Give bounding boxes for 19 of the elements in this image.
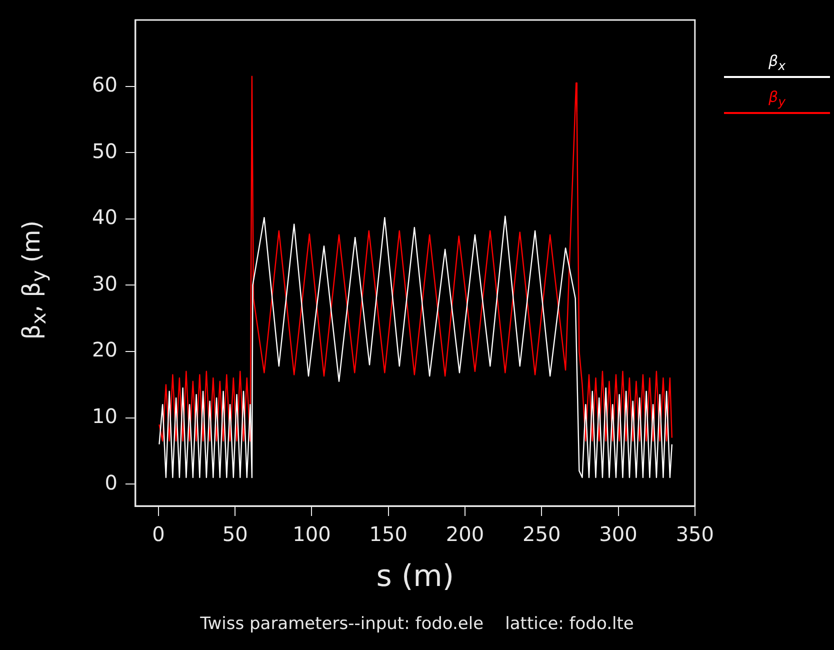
y-tick-label: 10: [92, 404, 118, 428]
text: Twiss parameters--input: fodo.ele lattice: fodo.lte: [199, 614, 635, 634]
y-tick-label: 50: [92, 138, 118, 163]
x-tick-label: 50: [222, 522, 248, 546]
y-tick-label: 40: [92, 205, 118, 230]
text: β$_{y}$: [768, 88, 786, 111]
y-tick-label: 20: [92, 338, 118, 362]
x-tick-label: 150: [369, 522, 408, 546]
x-tick-label: 0: [152, 522, 165, 546]
x-tick-label: 100: [292, 522, 331, 546]
y-tick-label: 30: [92, 271, 118, 296]
text: β$_{x}$: [768, 52, 786, 75]
y-tick-label: 60: [92, 72, 118, 97]
x-tick-label: 200: [446, 522, 484, 546]
y-tick-label: 0: [104, 470, 118, 494]
x-tick-label: 250: [522, 522, 561, 546]
x-tick-label: 350: [676, 522, 714, 546]
x-tick-label: 300: [599, 522, 638, 546]
x-axis-title: s (m): [376, 558, 454, 594]
